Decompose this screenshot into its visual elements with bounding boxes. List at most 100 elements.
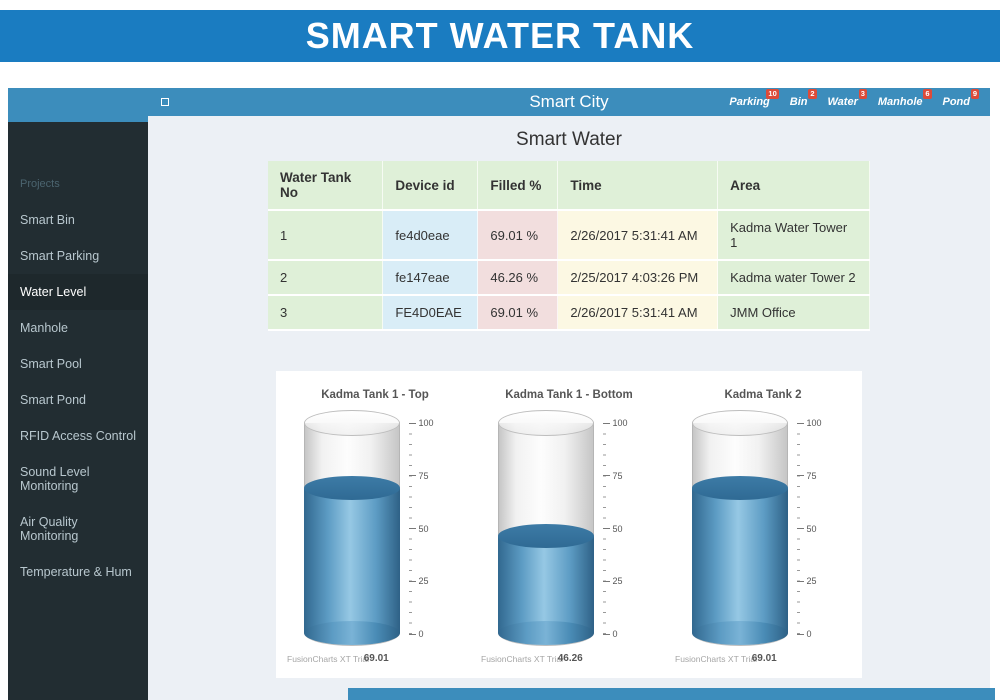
- sidebar: Projects Smart Bin Smart Parking Water L…: [8, 88, 148, 700]
- nav-item-label: Bin: [789, 96, 808, 108]
- cell-filled-pct: 69.01 %: [477, 210, 559, 261]
- cell-area: JMM Office: [717, 295, 870, 331]
- sidebar-item-temperature-hum[interactable]: Temperature & Hum: [20, 565, 132, 579]
- axis-tick-label: 75: [806, 470, 817, 481]
- nav-item-label: Water: [827, 96, 858, 108]
- header-water-tank-no: Water Tank No: [268, 161, 384, 211]
- gauge-axis: 100 75 50 25 0: [408, 418, 447, 639]
- banner-gap: [0, 62, 1000, 88]
- axis-tick-label: 75: [418, 470, 429, 481]
- parking-count-badge: 10: [766, 89, 779, 99]
- sidebar-item-rfid-access-control[interactable]: RFID Access Control: [20, 429, 137, 443]
- axis-tick-label: 50: [418, 523, 429, 534]
- axis-tick-label: 0: [418, 629, 424, 639]
- axis-major-tick: 50: [602, 524, 623, 534]
- cell-time: 2/26/2017 5:31:41 AM: [557, 210, 719, 261]
- gauge-title: Kadma Tank 1 - Bottom: [505, 389, 633, 401]
- header-device-id: Device id: [382, 161, 479, 211]
- cell-filled-pct: 46.26 %: [477, 260, 559, 296]
- sidebar-item-smart-parking[interactable]: Smart Parking: [20, 249, 100, 263]
- gauge-axis: 100 75 50 25 0: [796, 418, 835, 639]
- cylinder-glass-rim: [497, 410, 594, 436]
- axis-major-tick: 0: [602, 629, 618, 639]
- sidebar-item-air-quality-monitoring[interactable]: Air Quality Monitoring: [20, 515, 79, 543]
- nav-item-bin[interactable]: Bin 2: [789, 89, 817, 108]
- sidebar-item-sound-level-monitoring[interactable]: Sound Level Monitoring: [20, 465, 90, 493]
- water-tank-table-wrap: Water Tank No Device id Filled % Time Ar…: [148, 161, 990, 331]
- nav-item-label: Manhole: [877, 96, 923, 108]
- axis-tick-label: 100: [418, 418, 434, 428]
- table-row: 3 FE4D0EAE 69.01 % 2/26/2017 5:31:41 AM …: [268, 295, 870, 331]
- sidebar-toggle-button[interactable]: [157, 94, 173, 110]
- axis-major-tick: 100: [796, 418, 822, 428]
- fusioncharts-watermark-link[interactable]: FusionCharts XT Trial: [675, 654, 758, 664]
- nav-item-parking[interactable]: Parking 10: [729, 89, 779, 108]
- nav-item-pond[interactable]: Pond 9: [943, 89, 979, 108]
- content: Smart Water Water Tank No Device id Fill…: [148, 116, 990, 700]
- cylinder: [691, 410, 788, 646]
- axis-tick-label: 100: [806, 418, 822, 428]
- top-margin: [0, 0, 1000, 10]
- nav-item-label: Parking: [729, 96, 770, 108]
- fusioncharts-watermark-link[interactable]: FusionCharts XT Trial: [481, 654, 564, 664]
- nav-item-water[interactable]: Water 3: [827, 89, 867, 108]
- sidebar-item-water-level[interactable]: Water Level: [8, 274, 148, 310]
- cell-tank-no: 2: [268, 260, 384, 296]
- gauge-axis: 100 75 50 25 0: [602, 418, 641, 639]
- header-area: Area: [717, 161, 870, 211]
- sidebar-item-smart-pond[interactable]: Smart Pond: [20, 393, 87, 407]
- sidebar-item-manhole[interactable]: Manhole: [20, 321, 68, 335]
- gauge-value: 69.01: [363, 653, 389, 664]
- menu-icon: [161, 98, 169, 106]
- gauge-body: 100 75 50 25 0: [303, 410, 447, 646]
- navbar-menu: Parking 10 Bin 2 Water 3 Manhole 6 Pond: [729, 89, 990, 108]
- pond-count-badge: 9: [970, 89, 979, 99]
- page-title: Smart Water: [516, 129, 622, 150]
- manhole-count-badge: 6: [923, 89, 932, 99]
- water-tank-table: Water Tank No Device id Filled % Time Ar…: [268, 161, 870, 331]
- gauge-footer: FusionCharts XT Trial 46.26: [475, 653, 663, 668]
- axis-major-tick: 75: [796, 470, 817, 481]
- water-surface: [691, 476, 788, 501]
- cylinder-glass-rim: [691, 410, 788, 436]
- water-bottom: [303, 621, 400, 645]
- gauge-title: Kadma Tank 2: [724, 389, 802, 401]
- sidebar-nav: Smart Bin Smart Parking Water Level Manh…: [8, 202, 148, 590]
- fusioncharts-watermark-link[interactable]: FusionCharts XT Trial: [287, 654, 370, 664]
- axis-major-tick: 0: [408, 629, 424, 639]
- axis-major-tick: 75: [602, 471, 623, 481]
- gauge-title: Kadma Tank 1 - Top: [321, 389, 429, 401]
- gauge-footer: FusionCharts XT Trial 69.01: [281, 653, 469, 668]
- cell-device-id: fe147eae: [382, 260, 479, 296]
- axis-major-tick: 100: [602, 418, 628, 428]
- water-fill: [303, 476, 400, 645]
- axis-major-tick: 75: [408, 470, 429, 481]
- axis-tick-label: 0: [806, 629, 812, 639]
- gauge-value: 69.01: [751, 653, 777, 664]
- water-fill: [691, 476, 788, 645]
- water-bottom: [691, 621, 788, 645]
- cylinder: [497, 410, 594, 646]
- sidebar-item-smart-bin[interactable]: Smart Bin: [20, 213, 75, 227]
- main-area: Smart City Parking 10 Bin 2 Water 3 Manh…: [148, 88, 995, 700]
- header-filled-pct: Filled %: [477, 161, 559, 211]
- axis-major-tick: 50: [796, 523, 817, 534]
- charts-panel: Kadma Tank 1 - Top 100 75 50 25 0 FusionChar…: [276, 371, 862, 678]
- cylinder-gauge: Kadma Tank 1 - Bottom 100 75 50 25 0 FusionC…: [475, 377, 663, 668]
- sidebar-item-smart-pool[interactable]: Smart Pool: [20, 357, 82, 371]
- water-surface: [497, 523, 594, 548]
- gauge-body: 100 75 50 25 0: [497, 410, 641, 646]
- axis-tick-label: 50: [806, 523, 817, 534]
- gauge-footer: FusionCharts XT Trial 69.01: [669, 653, 857, 668]
- cylinder-gauge: Kadma Tank 2 100 75 50 25 0 FusionCharts XT …: [669, 377, 857, 668]
- sidebar-section-label: Projects: [20, 178, 60, 190]
- cell-time: 2/25/2017 4:03:26 PM: [557, 260, 719, 296]
- cell-filled-pct: 69.01 %: [477, 295, 559, 331]
- app-frame: Projects Smart Bin Smart Parking Water L…: [0, 88, 1000, 700]
- footer-strip: [348, 688, 995, 700]
- cell-area: Kadma Water Tower 1: [717, 210, 870, 261]
- water-surface: [303, 476, 400, 501]
- nav-item-manhole[interactable]: Manhole 6: [877, 89, 932, 108]
- axis-tick-label: 25: [806, 576, 817, 587]
- axis-major-tick: 50: [408, 523, 429, 534]
